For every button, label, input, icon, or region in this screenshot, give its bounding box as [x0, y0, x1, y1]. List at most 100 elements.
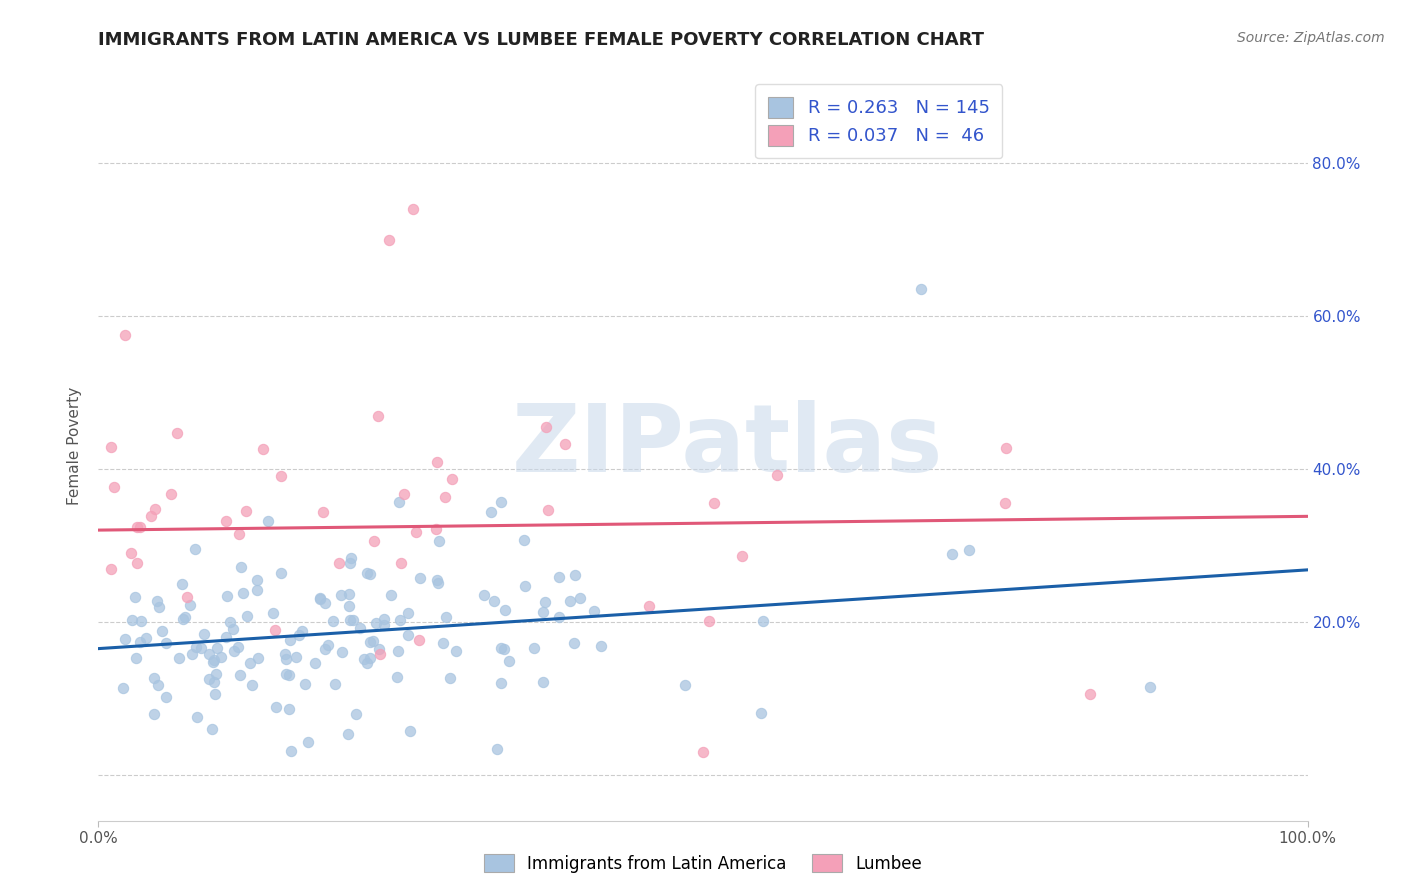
- Point: [387, 643, 409, 657]
- Point: [246, 583, 269, 598]
- Point: [148, 599, 170, 614]
- Point: [730, 549, 752, 564]
- Point: [239, 656, 262, 670]
- Point: [359, 635, 381, 649]
- Point: [432, 636, 454, 650]
- Point: [562, 636, 585, 650]
- Point: [139, 508, 162, 523]
- Point: [328, 556, 350, 570]
- Point: [217, 589, 239, 603]
- Point: [638, 599, 661, 614]
- Point: [558, 594, 581, 608]
- Point: [270, 566, 292, 581]
- Point: [388, 495, 411, 509]
- Point: [564, 568, 586, 582]
- Point: [434, 610, 457, 624]
- Text: ZIPatlas: ZIPatlas: [512, 400, 943, 492]
- Point: [114, 632, 136, 646]
- Point: [204, 667, 226, 681]
- Point: [232, 586, 254, 600]
- Point: [219, 615, 242, 629]
- Point: [426, 573, 449, 587]
- Point: [285, 650, 308, 665]
- Point: [111, 681, 134, 695]
- Point: [278, 702, 301, 716]
- Point: [193, 627, 215, 641]
- Point: [408, 570, 430, 584]
- Point: [125, 556, 148, 570]
- Point: [181, 647, 204, 661]
- Point: [229, 560, 252, 574]
- Point: [314, 596, 336, 610]
- Point: [316, 638, 339, 652]
- Text: Source: ZipAtlas.com: Source: ZipAtlas.com: [1237, 31, 1385, 45]
- Legend: R = 0.263   N = 145, R = 0.037   N =  46: R = 0.263 N = 145, R = 0.037 N = 46: [755, 84, 1002, 159]
- Point: [368, 642, 391, 657]
- Point: [396, 606, 419, 620]
- Point: [373, 612, 395, 626]
- Point: [356, 656, 378, 670]
- Point: [548, 570, 571, 584]
- Point: [240, 678, 263, 692]
- Point: [1078, 688, 1101, 702]
- Point: [389, 556, 412, 570]
- Point: [337, 599, 360, 613]
- Point: [235, 504, 257, 518]
- Point: [205, 640, 228, 655]
- Point: [146, 593, 169, 607]
- Point: [339, 613, 361, 627]
- Point: [174, 610, 197, 624]
- Point: [342, 613, 364, 627]
- Point: [280, 744, 302, 758]
- Point: [264, 623, 287, 637]
- Point: [202, 653, 225, 667]
- Point: [481, 505, 503, 519]
- Point: [492, 641, 515, 656]
- Point: [288, 628, 311, 642]
- Point: [446, 644, 468, 658]
- Point: [124, 590, 146, 604]
- Point: [221, 622, 243, 636]
- Point: [121, 613, 143, 627]
- Point: [146, 678, 169, 692]
- Point: [534, 420, 557, 434]
- Point: [128, 634, 150, 648]
- Point: [356, 566, 378, 581]
- Point: [359, 651, 381, 665]
- Point: [262, 607, 284, 621]
- Point: [434, 490, 457, 504]
- Point: [366, 616, 388, 631]
- Point: [186, 640, 208, 654]
- Point: [330, 645, 353, 659]
- Point: [297, 735, 319, 749]
- Point: [994, 441, 1017, 455]
- Point: [537, 503, 560, 517]
- Point: [367, 409, 389, 424]
- Point: [402, 202, 425, 216]
- Point: [673, 678, 696, 692]
- Point: [766, 467, 789, 482]
- Point: [176, 591, 198, 605]
- Point: [340, 551, 363, 566]
- Point: [548, 610, 571, 624]
- Point: [910, 282, 932, 296]
- Point: [198, 672, 221, 686]
- Point: [380, 588, 402, 602]
- Point: [359, 567, 381, 582]
- Point: [201, 723, 224, 737]
- Point: [426, 455, 449, 469]
- Point: [274, 667, 297, 681]
- Point: [361, 633, 384, 648]
- Point: [226, 640, 249, 654]
- Point: [120, 546, 142, 560]
- Point: [336, 727, 359, 741]
- Point: [1139, 680, 1161, 694]
- Point: [396, 627, 419, 641]
- Point: [222, 644, 245, 658]
- Point: [582, 604, 605, 618]
- Point: [114, 328, 136, 343]
- Point: [485, 742, 508, 756]
- Point: [278, 667, 301, 681]
- Point: [330, 588, 353, 602]
- Point: [252, 442, 274, 457]
